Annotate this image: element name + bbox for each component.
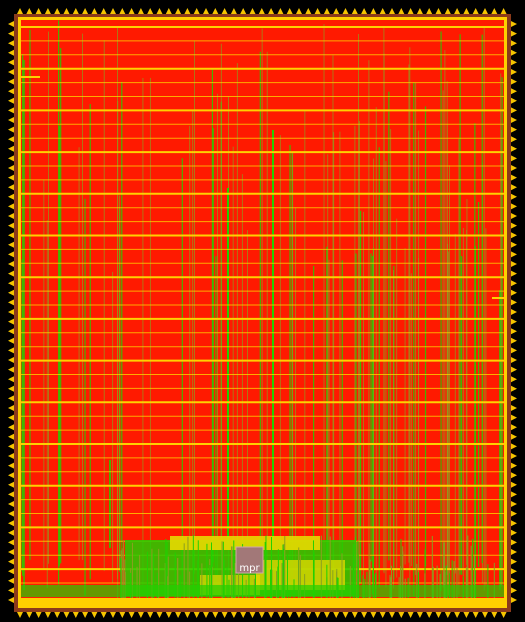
core-border-left [18, 17, 21, 608]
macro-label: mpr [239, 563, 260, 574]
core-border-right [504, 17, 507, 608]
core-border-bottom [20, 598, 505, 608]
bottom-cell-row [20, 585, 505, 597]
core-border-top [20, 17, 505, 20]
horizontal-power-rails [20, 27, 505, 583]
macro-mpr: mpr [236, 547, 263, 574]
